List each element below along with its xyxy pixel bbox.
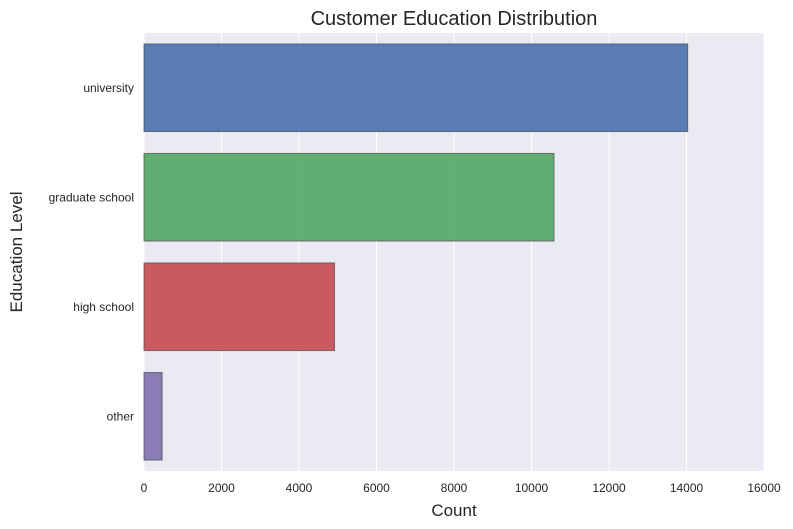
x-tick-label: 0 xyxy=(141,481,148,495)
x-tick-label: 8000 xyxy=(441,481,468,495)
x-axis-label: Count xyxy=(431,501,477,520)
y-tick-labels: university graduate school high school othe… xyxy=(49,81,134,424)
bars xyxy=(143,43,689,461)
y-axis-label: Education Level xyxy=(7,192,26,313)
x-tick-label: 4000 xyxy=(286,481,313,495)
bar-other xyxy=(143,371,163,461)
bar-high-school xyxy=(143,262,336,352)
bar-university xyxy=(143,43,689,133)
chart-title: Customer Education Distribution xyxy=(311,8,598,30)
x-tick-label: 16000 xyxy=(747,481,781,495)
x-tick-label: 14000 xyxy=(670,481,704,495)
bar-graduate-school xyxy=(143,152,555,242)
x-tick-label: 10000 xyxy=(515,481,549,495)
x-tick-labels: 0 2000 4000 6000 8000 10000 12000 14000 16000 xyxy=(141,481,781,495)
x-tick-label: 12000 xyxy=(592,481,626,495)
y-tick-label: graduate school xyxy=(49,190,134,204)
x-tick-label: 2000 xyxy=(208,481,235,495)
x-tick-label: 6000 xyxy=(363,481,390,495)
y-tick-label: university xyxy=(83,81,134,95)
y-tick-label: high school xyxy=(73,300,134,314)
y-tick-label: other xyxy=(107,409,134,423)
